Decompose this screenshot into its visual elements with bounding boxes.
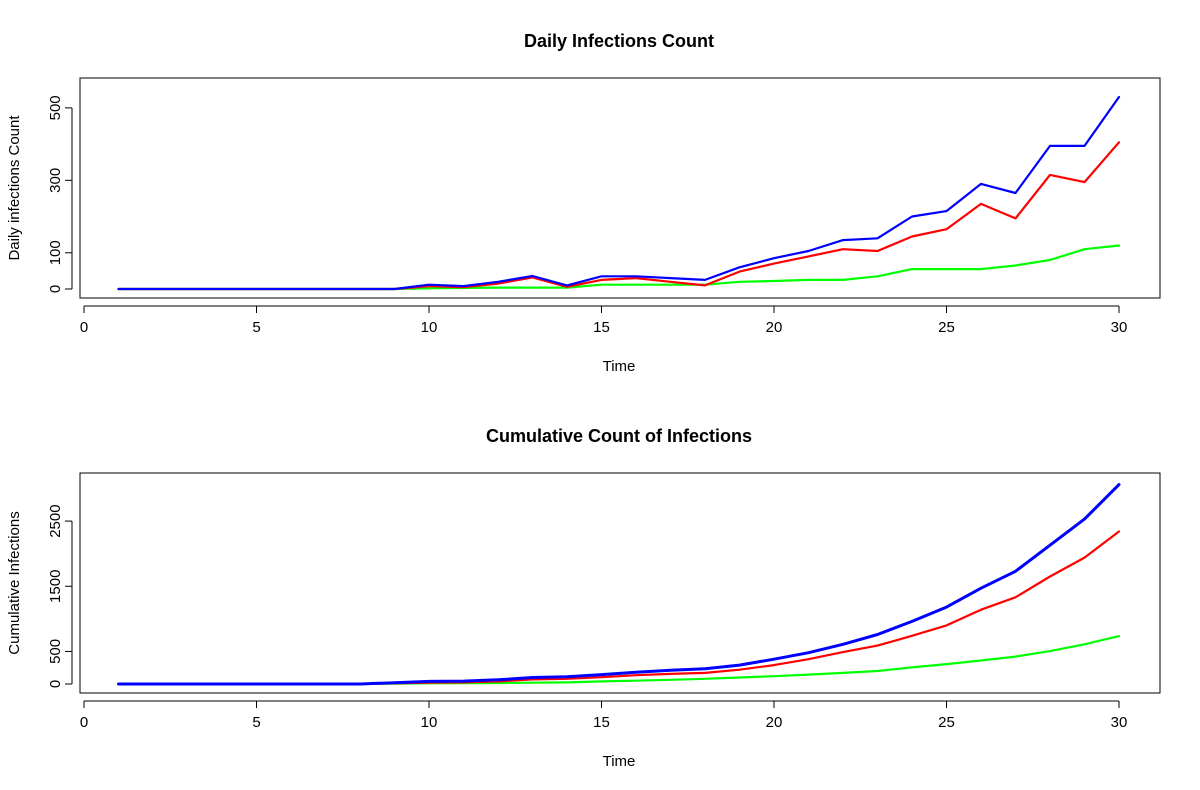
y-tick-label: 300	[47, 168, 64, 193]
y-tick-label: 1500	[47, 570, 64, 603]
x-axis-label: Time	[603, 358, 636, 375]
x-tick-label: 5	[252, 319, 260, 336]
x-tick-label: 25	[938, 319, 955, 336]
plot-frame	[79, 472, 1161, 694]
y-tick-label: 500	[47, 639, 64, 664]
x-tick-label: 20	[766, 714, 783, 731]
series-line-2	[117, 141, 1121, 291]
y-tick-label: 2500	[47, 504, 64, 537]
y-axis-label: Cumulative Infections	[6, 511, 23, 654]
x-tick-label: 30	[1111, 319, 1128, 336]
plot-frame	[79, 77, 1161, 299]
series-line-3	[117, 244, 1121, 291]
x-tick-label: 5	[252, 714, 260, 731]
x-tick-label: 15	[593, 319, 610, 336]
y-tick-label: 100	[47, 240, 64, 265]
series-line-1	[117, 95, 1121, 291]
y-tick-label: 500	[47, 95, 64, 120]
x-tick-label: 0	[80, 319, 88, 336]
x-tick-label: 15	[593, 714, 610, 731]
chart-title: Cumulative Count of Infections	[486, 426, 752, 446]
chart-panel-1: Daily Infections Count 0 5 10 15 20 25 30 Time 0 1…	[6, 31, 1161, 375]
y-tick-label: 0	[47, 285, 64, 293]
chart-panel-2: Cumulative Count of Infections 0 5 10 15 20 25…	[6, 426, 1161, 770]
x-axis-label: Time	[603, 753, 636, 770]
x-tick-label: 25	[938, 714, 955, 731]
y-tick-label: 0	[47, 680, 64, 688]
x-tick-label: 30	[1111, 714, 1128, 731]
chart-title: Daily Infections Count	[524, 31, 714, 51]
x-tick-label: 10	[421, 714, 438, 731]
y-axis-label: Daily infections Count	[6, 115, 23, 261]
x-tick-label: 10	[421, 319, 438, 336]
x-tick-label: 20	[766, 319, 783, 336]
series-line-1	[117, 483, 1121, 686]
x-tick-label: 0	[80, 714, 88, 731]
